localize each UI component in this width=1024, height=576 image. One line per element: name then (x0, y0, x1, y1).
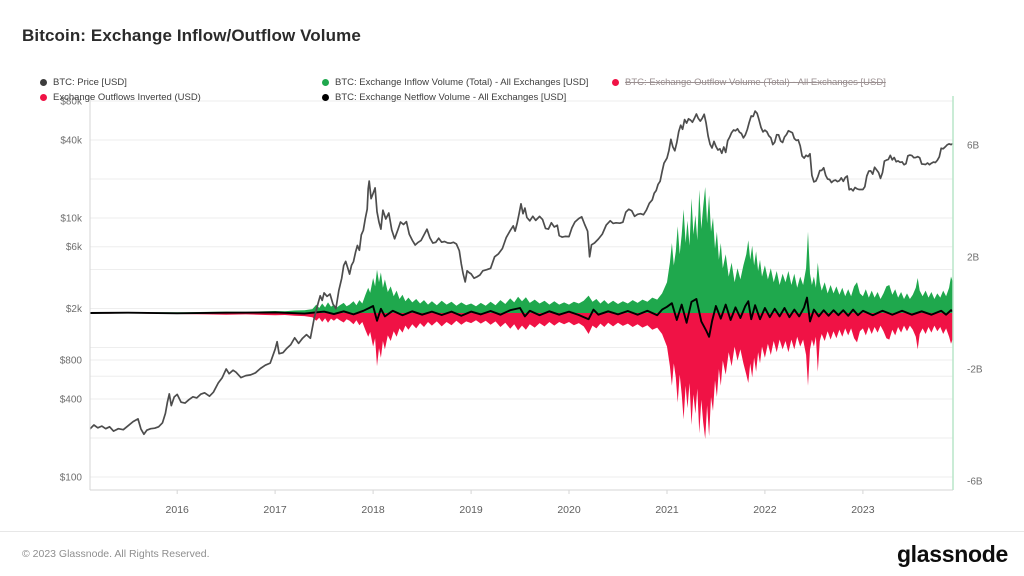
price-legend-dot-icon (40, 79, 47, 86)
y-left-tick-label: $2k (66, 304, 83, 315)
legend-label: BTC: Exchange Outflow Volume (Total) - A… (625, 77, 886, 88)
legend-label: BTC: Price [USD] (53, 77, 127, 88)
outflows-inverted-legend-dot-icon (40, 94, 47, 101)
series-line (90, 110, 953, 436)
y-left-tick-label: $800 (60, 356, 83, 367)
x-tick-label: 2019 (459, 504, 483, 516)
legend-item-outflows-inverted[interactable]: Exchange Outflows Inverted (USD) (40, 92, 201, 103)
x-tick-label: 2017 (263, 504, 287, 516)
x-tick-label: 2020 (557, 504, 581, 516)
series-line (90, 296, 953, 338)
inflow-legend-dot-icon (322, 79, 329, 86)
copyright-text: © 2023 Glassnode. All Rights Reserved. (22, 548, 210, 560)
y-left-tick-label: $10k (60, 214, 83, 225)
y-left-tick-label: $40k (60, 136, 83, 147)
outflow-legend-dot-icon (612, 79, 619, 86)
y-right-tick-label: -2B (967, 365, 983, 376)
legend-item-inflow[interactable]: BTC: Exchange Inflow Volume (Total) - Al… (322, 77, 588, 88)
legend-item-netflow[interactable]: BTC: Exchange Netflow Volume - All Excha… (322, 92, 566, 103)
y-right-tick-label: 6B (967, 141, 980, 152)
y-left-tick-label: $100 (60, 473, 83, 484)
legend-label: Exchange Outflows Inverted (USD) (53, 92, 201, 103)
x-tick-label: 2018 (361, 504, 385, 516)
legend-item-price[interactable]: BTC: Price [USD] (40, 77, 127, 88)
netflow-legend-dot-icon (322, 94, 329, 101)
y-left-tick-label: $400 (60, 395, 83, 406)
legend-label: BTC: Exchange Netflow Volume - All Excha… (335, 92, 567, 103)
legend-item-outflow-disabled[interactable]: BTC: Exchange Outflow Volume (Total) - A… (612, 77, 886, 88)
x-tick-label: 2021 (655, 504, 679, 516)
series-area (90, 187, 953, 313)
x-tick-label: 2023 (851, 504, 875, 516)
x-tick-label: 2022 (753, 504, 777, 516)
y-left-tick-label: $6k (66, 242, 83, 253)
y-right-tick-label: 2B (967, 253, 980, 264)
glassnode-logo: glassnode (896, 540, 1008, 567)
footer: © 2023 Glassnode. All Rights Reserved. g… (0, 531, 1024, 576)
page-title: Bitcoin: Exchange Inflow/Outflow Volume (22, 26, 361, 45)
chart-legend: BTC: Price [USD] BTC: Exchange Inflow Vo… (0, 77, 1024, 109)
legend-label: BTC: Exchange Inflow Volume (Total) - Al… (335, 77, 589, 88)
series-area (90, 313, 953, 439)
y-right-tick-label: -6B (967, 477, 983, 488)
x-tick-label: 2016 (166, 504, 190, 516)
y-left-tick-label: $80k (60, 97, 83, 108)
